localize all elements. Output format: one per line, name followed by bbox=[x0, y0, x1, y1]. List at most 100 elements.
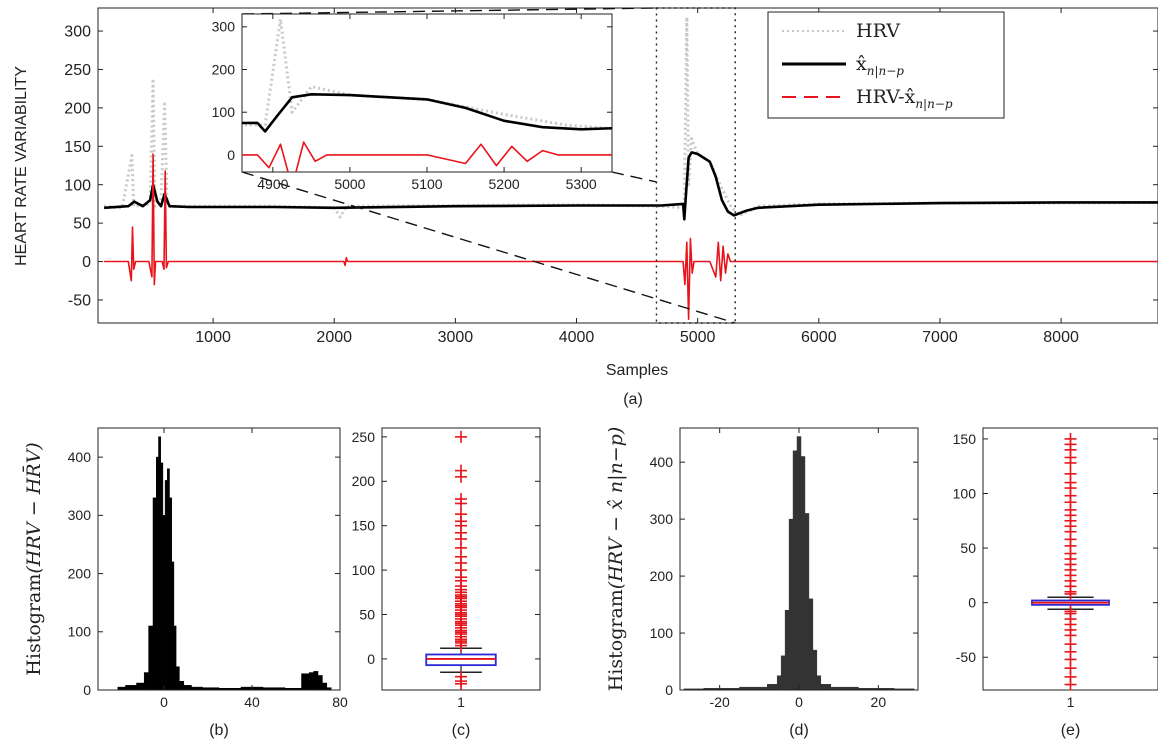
panel-e-ytick-label: 100 bbox=[953, 485, 977, 501]
panel-d-ytick-label: 0 bbox=[665, 682, 673, 698]
panel-d-bars bbox=[683, 436, 915, 690]
histogram-bar bbox=[164, 480, 168, 690]
histogram-bar bbox=[175, 666, 180, 690]
panel-b-xtick-label: 0 bbox=[160, 694, 168, 710]
panel-a-xtick-label: 2000 bbox=[316, 329, 352, 346]
histogram-bar bbox=[148, 625, 154, 690]
panel-d-ytick-label: 200 bbox=[650, 568, 674, 584]
histogram-bar bbox=[800, 456, 806, 690]
inset-ytick-label: 200 bbox=[212, 61, 236, 77]
panel-d-ylabel: Histogram(HRV − x̂ n|n−p) bbox=[605, 427, 627, 692]
legend-entry-label: HRV bbox=[856, 20, 900, 42]
panel-c-ytick-label: 150 bbox=[352, 518, 376, 534]
panel-d-ytick-label: 400 bbox=[650, 454, 674, 470]
histogram-bar bbox=[160, 462, 164, 690]
panel-b-ytick-label: 100 bbox=[68, 624, 92, 640]
panel-a-xtick-label: 7000 bbox=[922, 329, 958, 346]
panel-a-xtick-label: 4000 bbox=[559, 329, 595, 346]
panel-b-xtick-label: 40 bbox=[244, 694, 260, 710]
histogram-bar bbox=[784, 610, 790, 690]
panel-d-xtick-label: 20 bbox=[871, 694, 887, 710]
panel-b-ytick-label: 400 bbox=[68, 449, 92, 465]
histogram-bar bbox=[167, 468, 170, 690]
panel-e: -50 0 50 100 150 1 (e) bbox=[953, 427, 1158, 739]
panel-b: 0 40 80 0 100 200 300 400 (b) Histogram(HRV − HR̄… bbox=[22, 427, 348, 739]
panel-c-ytick-label: 0 bbox=[367, 651, 375, 667]
panel-a-ytick-label: 150 bbox=[64, 139, 91, 156]
panel-a-ytick-label: 50 bbox=[73, 216, 91, 233]
panel-c-xtick-label: 1 bbox=[457, 694, 465, 710]
panel-a-ylabel: HEART RATE VARIABILITY bbox=[13, 66, 30, 266]
histogram-bar bbox=[796, 436, 802, 690]
panel-d-xtick-label: -20 bbox=[710, 694, 730, 710]
panel-a-xtick-label: 6000 bbox=[801, 329, 837, 346]
panel-a-ytick-label: 0 bbox=[82, 254, 91, 271]
histogram-bar bbox=[156, 456, 159, 690]
histogram-bar bbox=[808, 598, 814, 690]
histogram-bar bbox=[776, 675, 782, 690]
inset-xtick-label: 5300 bbox=[566, 176, 597, 192]
histogram-bar bbox=[804, 513, 810, 690]
legend-entry-label: x̂n|n−p bbox=[856, 53, 904, 78]
inset-series-3-line bbox=[242, 141, 612, 172]
histogram-bar bbox=[162, 515, 166, 690]
panel-a-xtick-label: 1000 bbox=[195, 329, 231, 346]
histogram-bar bbox=[173, 625, 177, 690]
zoom-connector-top bbox=[241, 7, 657, 15]
panel-e-ytick-label: 0 bbox=[968, 595, 976, 611]
histogram-bar bbox=[788, 518, 794, 690]
panel-a-ytick-label: 100 bbox=[64, 177, 91, 194]
panel-a-xtick-label: 3000 bbox=[438, 329, 474, 346]
panel-a-ytick-label: 250 bbox=[64, 62, 91, 79]
histogram-bar bbox=[812, 649, 818, 690]
legend-entry-subscript: n|n−p bbox=[867, 64, 905, 78]
histogram-bar bbox=[136, 682, 145, 690]
panel-b-axes-frame bbox=[97, 427, 341, 691]
panel-d-caption: (d) bbox=[789, 722, 809, 739]
panel-e-ytick-label: 50 bbox=[960, 540, 976, 556]
panel-e-xtick-label: 1 bbox=[1067, 694, 1075, 710]
panel-c-ytick-label: 50 bbox=[359, 606, 375, 622]
inset-xtick-label: 5200 bbox=[489, 176, 520, 192]
panel-b-bars bbox=[117, 436, 332, 690]
histogram-bar bbox=[780, 655, 786, 690]
panel-a: 1000 2000 3000 4000 5000 6000 7000 8000-5005010… bbox=[13, 7, 1158, 408]
inset-ytick-label: 100 bbox=[212, 104, 236, 120]
histogram-bar bbox=[143, 672, 149, 690]
panel-d-ytick-label: 300 bbox=[650, 511, 674, 527]
panel-c-caption: (c) bbox=[452, 722, 471, 739]
histogram-bar bbox=[322, 682, 328, 690]
panel-d-ytick-label: 100 bbox=[650, 625, 674, 641]
histogram-bar bbox=[301, 673, 310, 690]
inset-xtick-label: 4900 bbox=[257, 176, 288, 192]
inset-ytick-label: 0 bbox=[227, 147, 235, 163]
panel-b-ytick-label: 0 bbox=[83, 682, 91, 698]
inset-xtick-label: 5100 bbox=[411, 176, 442, 192]
panel-a-ytick-label: 200 bbox=[64, 100, 91, 117]
panel-c-ytick-label: 200 bbox=[352, 473, 376, 489]
panel-b-ytick-label: 200 bbox=[68, 565, 92, 581]
inset-xtick-label: 5000 bbox=[334, 176, 365, 192]
zoom-connector-bottom bbox=[241, 171, 736, 324]
panel-d-xtick-label: 0 bbox=[795, 694, 803, 710]
legend-entry-subscript: n|n−p bbox=[915, 97, 953, 111]
panel-a-ytick-label: -50 bbox=[68, 293, 91, 310]
panel-c-ytick-label: 250 bbox=[352, 429, 376, 445]
panel-e-ytick-label: -50 bbox=[956, 649, 976, 665]
histogram-bar bbox=[152, 497, 157, 690]
histogram-bar bbox=[820, 684, 831, 690]
inset: 4900 5000 5100 5200 5300 0 100 200 300 bbox=[212, 13, 613, 192]
panel-e-caption: (e) bbox=[1061, 722, 1081, 739]
panel-b-ytick-label: 300 bbox=[68, 507, 92, 523]
panel-a-series-2-line bbox=[104, 151, 1158, 221]
inset-bg bbox=[242, 14, 612, 172]
panel-b-ylabel: Histogram(HRV − HR̄V) bbox=[22, 442, 45, 675]
panel-d-ylabel-math: (HRV − x̂ n|n−p) bbox=[605, 427, 627, 589]
zoom-connector-right bbox=[611, 171, 657, 183]
histogram-bar bbox=[313, 671, 319, 690]
inset-ytick-label: 300 bbox=[212, 19, 236, 35]
panel-e-ytick-label: 150 bbox=[953, 431, 977, 447]
histogram-bar bbox=[767, 684, 778, 690]
